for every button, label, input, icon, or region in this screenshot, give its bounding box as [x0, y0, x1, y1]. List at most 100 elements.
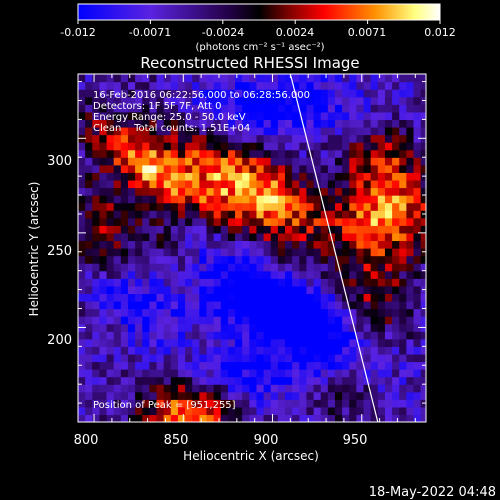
heatmap-cell [370, 89, 379, 98]
heatmap-cell [406, 255, 415, 264]
heatmap-cell [285, 195, 293, 204]
heatmap-cell [85, 278, 93, 287]
heatmap-cell [113, 111, 122, 120]
heatmap-cell [185, 96, 193, 105]
heatmap-cell [99, 202, 108, 211]
heatmap-cell [99, 172, 108, 181]
heatmap-cell [349, 149, 357, 158]
heatmap-cell [227, 316, 236, 325]
heatmap-cell [106, 195, 115, 204]
heatmap-cell [342, 263, 350, 272]
heatmap-cell [213, 119, 222, 128]
heatmap-cell [163, 369, 172, 378]
heatmap-cell [185, 248, 193, 257]
heatmap-cell [135, 270, 143, 279]
heatmap-cell [149, 308, 158, 317]
heatmap-cell [120, 384, 129, 393]
heatmap-cell [256, 278, 265, 287]
heatmap-cell [213, 111, 222, 120]
heatmap-cell [320, 96, 329, 105]
heatmap-cell [206, 406, 215, 416]
heatmap-cell [127, 240, 136, 249]
heatmap-cell [320, 361, 329, 370]
heatmap-cell [192, 376, 200, 385]
heatmap-cell [235, 240, 243, 249]
heatmap-cell [78, 406, 86, 416]
heatmap-cell [163, 81, 172, 90]
heatmap-cell [306, 111, 315, 120]
heatmap-cell [113, 308, 122, 317]
heatmap-cell [185, 89, 193, 98]
heatmap-cell [206, 361, 215, 370]
heatmap-cell [113, 263, 122, 272]
heatmap-cell [220, 104, 229, 113]
heatmap-cell [263, 134, 272, 143]
heatmap [78, 74, 426, 422]
colorbar [78, 4, 440, 20]
heatmap-cell [206, 164, 215, 173]
heatmap-cell [249, 210, 258, 219]
heatmap-cell [277, 293, 286, 302]
heatmap-cell [384, 255, 393, 264]
heatmap-cell [242, 202, 250, 211]
heatmap-cell [270, 331, 279, 340]
heatmap-cell [142, 285, 150, 294]
heatmap-cell [392, 142, 400, 151]
heatmap-cell [206, 353, 215, 363]
heatmap-cell [177, 232, 186, 242]
heatmap-cell [170, 232, 179, 242]
heatmap-cell [349, 81, 357, 90]
heatmap-cell [213, 263, 222, 272]
heatmap-cell [85, 81, 93, 90]
heatmap-cell [334, 126, 343, 136]
heatmap-cell [99, 248, 108, 257]
heatmap-cell [256, 414, 265, 422]
heatmap-cell [285, 316, 293, 325]
heatmap-cell [320, 316, 329, 325]
heatmap-cell [106, 331, 115, 340]
heatmap-cell [149, 384, 158, 393]
heatmap-cell [342, 285, 350, 294]
heatmap-cell [399, 270, 407, 279]
heatmap-cell [113, 149, 122, 158]
heatmap-cell [384, 202, 393, 211]
heatmap-cell [413, 96, 422, 105]
heatmap-cell [142, 142, 150, 151]
heatmap-cell [163, 195, 172, 204]
heatmap-cell [78, 414, 86, 422]
heatmap-cell [156, 217, 165, 226]
heatmap-cell [127, 74, 136, 83]
heatmap-cell [192, 316, 200, 325]
heatmap-cell [163, 346, 172, 355]
heatmap-cell [142, 210, 150, 219]
heatmap-cell [420, 414, 426, 422]
heatmap-cell [185, 270, 193, 279]
heatmap-cell [156, 353, 165, 363]
heatmap-cell [78, 338, 86, 347]
heatmap-cell [277, 391, 286, 400]
heatmap-cell [306, 285, 315, 294]
heatmap-cell [356, 134, 365, 143]
heatmap-cell [199, 399, 208, 408]
heatmap-cell [270, 149, 279, 158]
heatmap-cell [127, 300, 136, 310]
heatmap-cell [135, 369, 143, 378]
heatmap-cell [99, 74, 108, 83]
heatmap-cell [384, 338, 393, 347]
heatmap-cell [92, 172, 101, 181]
heatmap-cell [170, 217, 179, 226]
heatmap-cell [249, 391, 258, 400]
heatmap-cell [170, 414, 179, 422]
heatmap-cell [263, 278, 272, 287]
heatmap-cell [156, 164, 165, 173]
heatmap-cell [235, 331, 243, 340]
heatmap-cell [256, 74, 265, 83]
heatmap-cell [334, 81, 343, 90]
heatmap-cell [220, 293, 229, 302]
heatmap-cell [292, 285, 300, 294]
heatmap-cell [156, 142, 165, 151]
heatmap-cell [185, 353, 193, 363]
heatmap-cell [85, 384, 93, 393]
heatmap-cell [370, 164, 379, 173]
heatmap-cell [156, 210, 165, 219]
